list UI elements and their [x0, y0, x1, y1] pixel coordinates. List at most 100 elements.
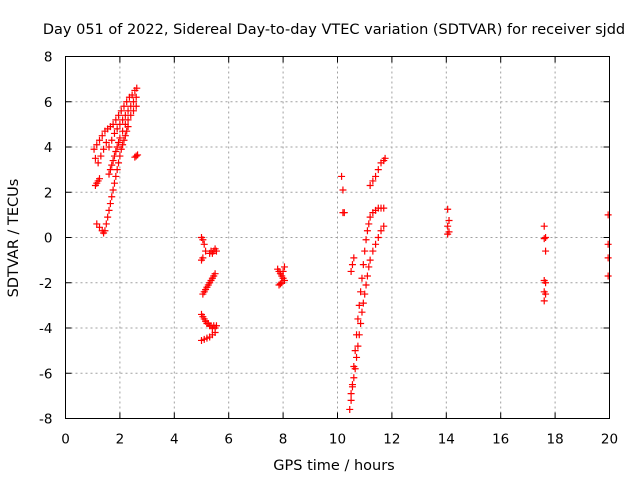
series-sat-l [198, 329, 219, 344]
data-point [112, 148, 120, 156]
data-point [359, 299, 367, 307]
data-point [363, 272, 371, 280]
data-point [119, 141, 127, 149]
data-point [109, 157, 117, 165]
x-tick-labels: 0 2 4 6 8 10 12 14 16 18 20 [61, 432, 618, 448]
data-point [540, 297, 548, 305]
data-point [106, 166, 114, 174]
data-point [90, 145, 98, 153]
data-point [124, 116, 132, 124]
data-point [350, 374, 358, 382]
data-point [279, 267, 287, 275]
data-point [604, 272, 612, 280]
data-point [112, 172, 120, 180]
series-sat-s [366, 154, 389, 189]
data-point [123, 127, 131, 135]
data-point [372, 240, 380, 248]
data-point [542, 247, 550, 255]
series-sat-q [347, 222, 388, 398]
data-point [91, 154, 99, 162]
data-point [113, 166, 121, 174]
data-point [115, 138, 123, 146]
series-sat-m [274, 265, 288, 284]
y-tick-label: 2 [44, 185, 53, 201]
series-sat-v [604, 211, 612, 280]
data-point [109, 120, 117, 128]
data-point [276, 280, 284, 288]
data-point [357, 288, 365, 296]
data-point [120, 102, 128, 110]
series-sat-i [206, 245, 220, 257]
data-point [340, 209, 348, 217]
series-sat-o [338, 172, 348, 217]
data-point [380, 204, 388, 212]
data-point [348, 261, 356, 269]
y-tick-label: -6 [39, 366, 52, 382]
data-point [542, 234, 550, 241]
data-point [120, 136, 128, 144]
data-point [98, 132, 106, 140]
data-point [374, 166, 382, 174]
series-sat-r [347, 254, 358, 275]
data-point [132, 102, 140, 110]
data-point [116, 152, 124, 160]
data-point [132, 152, 140, 160]
data-point [115, 159, 123, 167]
y-tick-label: 6 [44, 95, 53, 111]
data-point [96, 175, 103, 183]
x-tick-label: 10 [329, 432, 346, 448]
data-point [97, 152, 105, 160]
y-axis-label: SDTVAR / TECUs [6, 179, 22, 298]
data-point [354, 315, 362, 323]
chart-title: Day 051 of 2022, Sidereal Day-to-day VTE… [43, 22, 625, 38]
data-point [211, 270, 219, 278]
data-point [212, 247, 220, 255]
data-point [117, 145, 125, 153]
data-point [604, 211, 612, 219]
data-point [127, 111, 135, 119]
data-point [105, 143, 113, 151]
data-point [374, 234, 382, 241]
data-point [444, 230, 452, 238]
data-point [112, 116, 120, 124]
plot-frame [65, 56, 610, 419]
data-point [369, 247, 377, 255]
data-point [354, 342, 362, 350]
data-point [366, 181, 374, 189]
y-tick-label: 0 [44, 231, 53, 247]
data-point [358, 274, 366, 282]
data-point [132, 93, 140, 101]
data-point [108, 161, 116, 169]
data-point [365, 263, 373, 271]
series-sat-d [91, 175, 103, 189]
x-tick-label: 0 [61, 432, 70, 448]
y-tick-label: -8 [39, 412, 52, 428]
data-point [366, 256, 374, 264]
data-point [445, 217, 453, 225]
data-point [381, 154, 389, 162]
x-tick-label: 14 [438, 432, 455, 448]
data-point [444, 205, 452, 213]
data-point [102, 220, 110, 228]
data-point [357, 319, 365, 327]
data-point [363, 227, 371, 235]
data-point [128, 91, 136, 99]
data-point [365, 220, 373, 228]
data-point [278, 279, 286, 287]
series-sat-a [90, 84, 141, 153]
y-tick-label: -2 [39, 276, 52, 292]
data-point [117, 107, 125, 115]
data-point [134, 151, 142, 159]
data-point [94, 159, 102, 167]
data-point [359, 261, 367, 269]
data-point [542, 279, 550, 287]
data-point [199, 236, 207, 244]
data-point [362, 236, 370, 244]
series-sat-p [346, 204, 388, 413]
data-point [110, 129, 118, 137]
data-point [348, 383, 356, 391]
data-point [380, 222, 388, 230]
data-point [350, 254, 358, 262]
data-point [346, 405, 354, 413]
data-point [211, 329, 219, 337]
